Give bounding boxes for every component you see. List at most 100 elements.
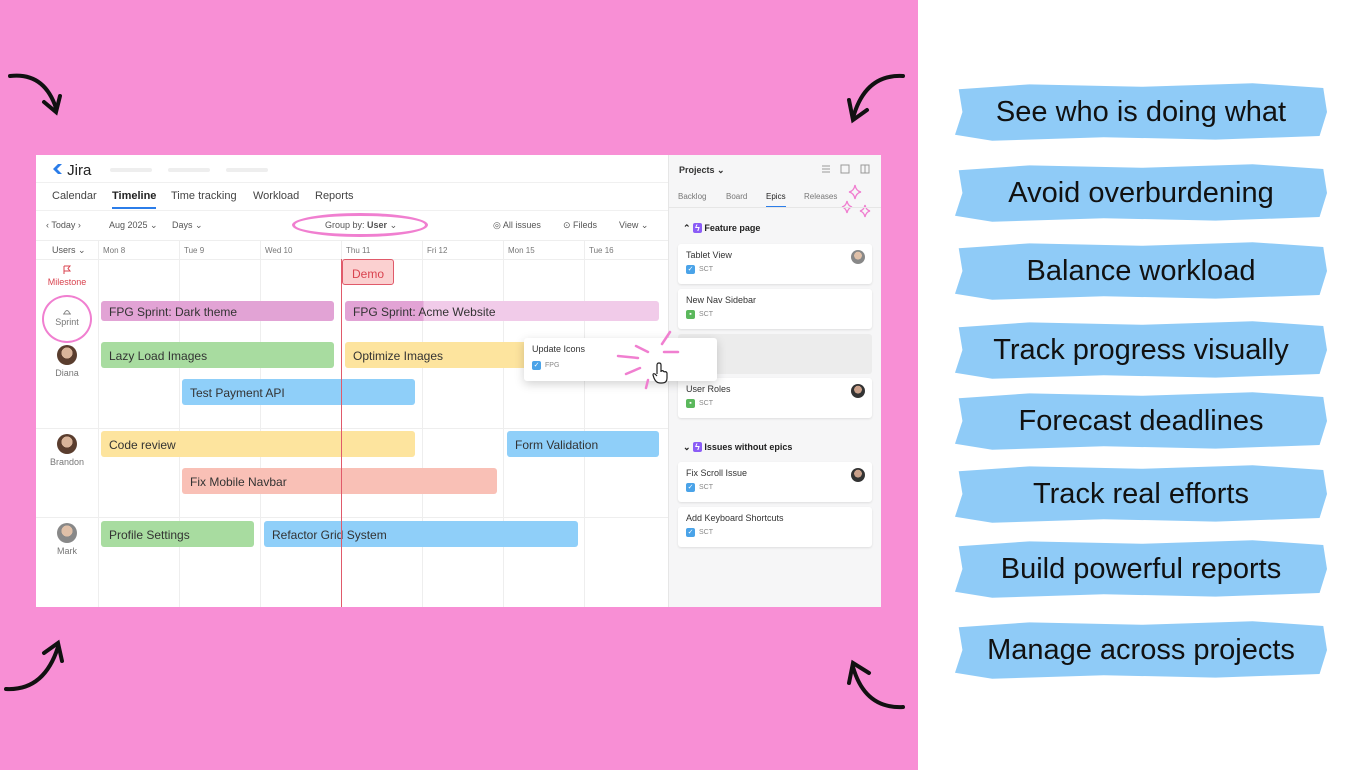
- day-gridline: [179, 240, 180, 607]
- arrow-icon: [8, 73, 62, 116]
- flag-icon: [63, 265, 72, 274]
- card-tablet-view[interactable]: Tablet View ✓ SCT: [678, 244, 872, 284]
- epic-icon: ϟ: [693, 442, 702, 452]
- arrow-icon: [847, 659, 905, 710]
- day-header: Tue 9: [184, 246, 205, 255]
- fields-button[interactable]: ⊙ Fileds: [563, 220, 598, 230]
- sprint-row-label: Sprint: [36, 307, 98, 327]
- user-mark[interactable]: Mark: [36, 523, 98, 556]
- hand-cursor-icon: [652, 362, 668, 384]
- tab-reports[interactable]: Reports: [315, 190, 354, 202]
- brush-stroke: [955, 242, 1327, 300]
- dragged-card-update-icons[interactable]: Update Icons ✓ FPG: [524, 330, 717, 390]
- day-gridline: [503, 240, 504, 607]
- users-column-header[interactable]: Users ⌄: [52, 245, 86, 255]
- feature-label: Manage across projects: [987, 634, 1295, 666]
- card-keyboard-shortcuts[interactable]: Add Keyboard Shortcuts ✓ SCT: [678, 507, 872, 547]
- sprint-icon: [63, 310, 71, 315]
- bar-test-payment[interactable]: Test Payment API: [182, 379, 415, 405]
- sparkle-icon: [841, 184, 871, 218]
- day-header: Mon 15: [508, 246, 535, 255]
- tab-board[interactable]: Board: [726, 192, 748, 201]
- brush-stroke: [955, 465, 1327, 523]
- bar-code-review[interactable]: Code review: [101, 431, 415, 457]
- epic-feature-page[interactable]: ⌃ ϟ Feature page: [683, 223, 761, 233]
- task-icon: ✓: [686, 265, 695, 275]
- task-icon: ✓: [686, 483, 695, 493]
- bar-fix-navbar[interactable]: Fix Mobile Navbar: [182, 468, 497, 494]
- bar-lazy-load[interactable]: Lazy Load Images: [101, 342, 334, 368]
- tab-backlog[interactable]: Backlog: [678, 192, 707, 201]
- sparkle-burst-icon: [616, 330, 680, 390]
- brush-stroke: [955, 540, 1327, 598]
- day-header: Wed 10: [265, 246, 293, 255]
- view-select[interactable]: View ⌄: [619, 220, 649, 230]
- highlight-circle: [292, 213, 428, 237]
- feature-label: Build powerful reports: [1000, 553, 1282, 585]
- bar-refactor-grid[interactable]: Refactor Grid System: [264, 521, 578, 547]
- milestone-row-label: Milestone: [36, 265, 98, 287]
- story-icon: ▪: [686, 310, 695, 320]
- day-gridline: [260, 240, 261, 607]
- brush-stroke: [955, 83, 1327, 141]
- day-header: Mon 8: [103, 246, 126, 255]
- tab-time-tracking[interactable]: Time tracking: [171, 190, 237, 202]
- avatar: [851, 250, 865, 264]
- day-header: Fri 12: [427, 246, 448, 255]
- user-diana[interactable]: Diana: [36, 345, 98, 378]
- jira-logo: Jira: [52, 162, 91, 179]
- tab-workload[interactable]: Workload: [253, 190, 300, 202]
- month-select[interactable]: Aug 2025 ⌄: [109, 220, 158, 230]
- card-new-nav-sidebar[interactable]: New Nav Sidebar ▪ SCT: [678, 289, 872, 329]
- card-fix-scroll[interactable]: Fix Scroll Issue ✓ SCT: [678, 462, 872, 502]
- all-issues-toggle[interactable]: ◎ All issues: [493, 220, 541, 230]
- brush-stroke: [955, 392, 1327, 450]
- projects-select[interactable]: Projects ⌄: [679, 165, 725, 175]
- layout-icons[interactable]: [821, 164, 871, 174]
- scale-select[interactable]: Days ⌄: [172, 220, 203, 230]
- day-gridline: [98, 240, 99, 607]
- highlight-circle: [42, 295, 92, 343]
- projects-panel: Projects ⌄ Backlog Board Epics Releases …: [668, 155, 881, 607]
- bar-profile-settings[interactable]: Profile Settings: [101, 521, 254, 547]
- avatar: [57, 345, 77, 365]
- task-icon: ✓: [686, 528, 695, 538]
- day-gridline: [584, 240, 585, 607]
- feature-label: Track progress visually: [993, 334, 1289, 366]
- today-line: [341, 259, 342, 607]
- milestone-demo[interactable]: Demo: [342, 259, 394, 285]
- today-nav[interactable]: ‹ Today ›: [46, 220, 81, 230]
- day-gridline: [422, 240, 423, 607]
- avatar: [851, 468, 865, 482]
- brush-stroke: [955, 164, 1327, 222]
- epic-issues-without-epics[interactable]: ⌄ ϟ Issues without epics: [683, 442, 793, 452]
- user-brandon[interactable]: Brandon: [36, 434, 98, 467]
- epic-icon: ϟ: [693, 223, 702, 233]
- feature-label: Avoid overburdening: [1008, 177, 1274, 209]
- bar-sprint-acme[interactable]: FPG Sprint: Acme Website: [345, 301, 659, 321]
- card-user-roles[interactable]: User Roles ▪ SCT: [678, 378, 872, 418]
- tab-releases[interactable]: Releases: [804, 192, 838, 201]
- tab-epics[interactable]: Epics: [766, 192, 786, 208]
- brush-stroke: [955, 621, 1327, 679]
- arrow-icon: [4, 639, 64, 692]
- tab-timeline[interactable]: Timeline: [112, 190, 157, 209]
- feature-label: See who is doing what: [995, 96, 1287, 128]
- feature-label: Track real efforts: [1033, 478, 1249, 510]
- day-header: Tue 16: [589, 246, 614, 255]
- story-icon: ▪: [686, 399, 695, 409]
- tab-calendar[interactable]: Calendar: [52, 190, 97, 202]
- feature-label: Balance workload: [1026, 255, 1256, 287]
- arrow-icon: [847, 73, 905, 124]
- group-by-select[interactable]: Group by: User ⌄: [325, 220, 398, 230]
- task-icon: ✓: [532, 361, 541, 371]
- avatar: [57, 523, 77, 543]
- avatar: [851, 384, 865, 398]
- feature-label: Forecast deadlines: [1018, 405, 1264, 437]
- bar-optimize-images[interactable]: Optimize Images: [345, 342, 535, 368]
- avatar: [57, 434, 77, 454]
- brush-stroke: [955, 321, 1327, 379]
- bar-sprint-dark-theme[interactable]: FPG Sprint: Dark theme: [101, 301, 334, 321]
- bar-form-validation[interactable]: Form Validation: [507, 431, 659, 457]
- jira-app-window: Jira Calendar Timeline Time tracking Wor…: [36, 155, 881, 607]
